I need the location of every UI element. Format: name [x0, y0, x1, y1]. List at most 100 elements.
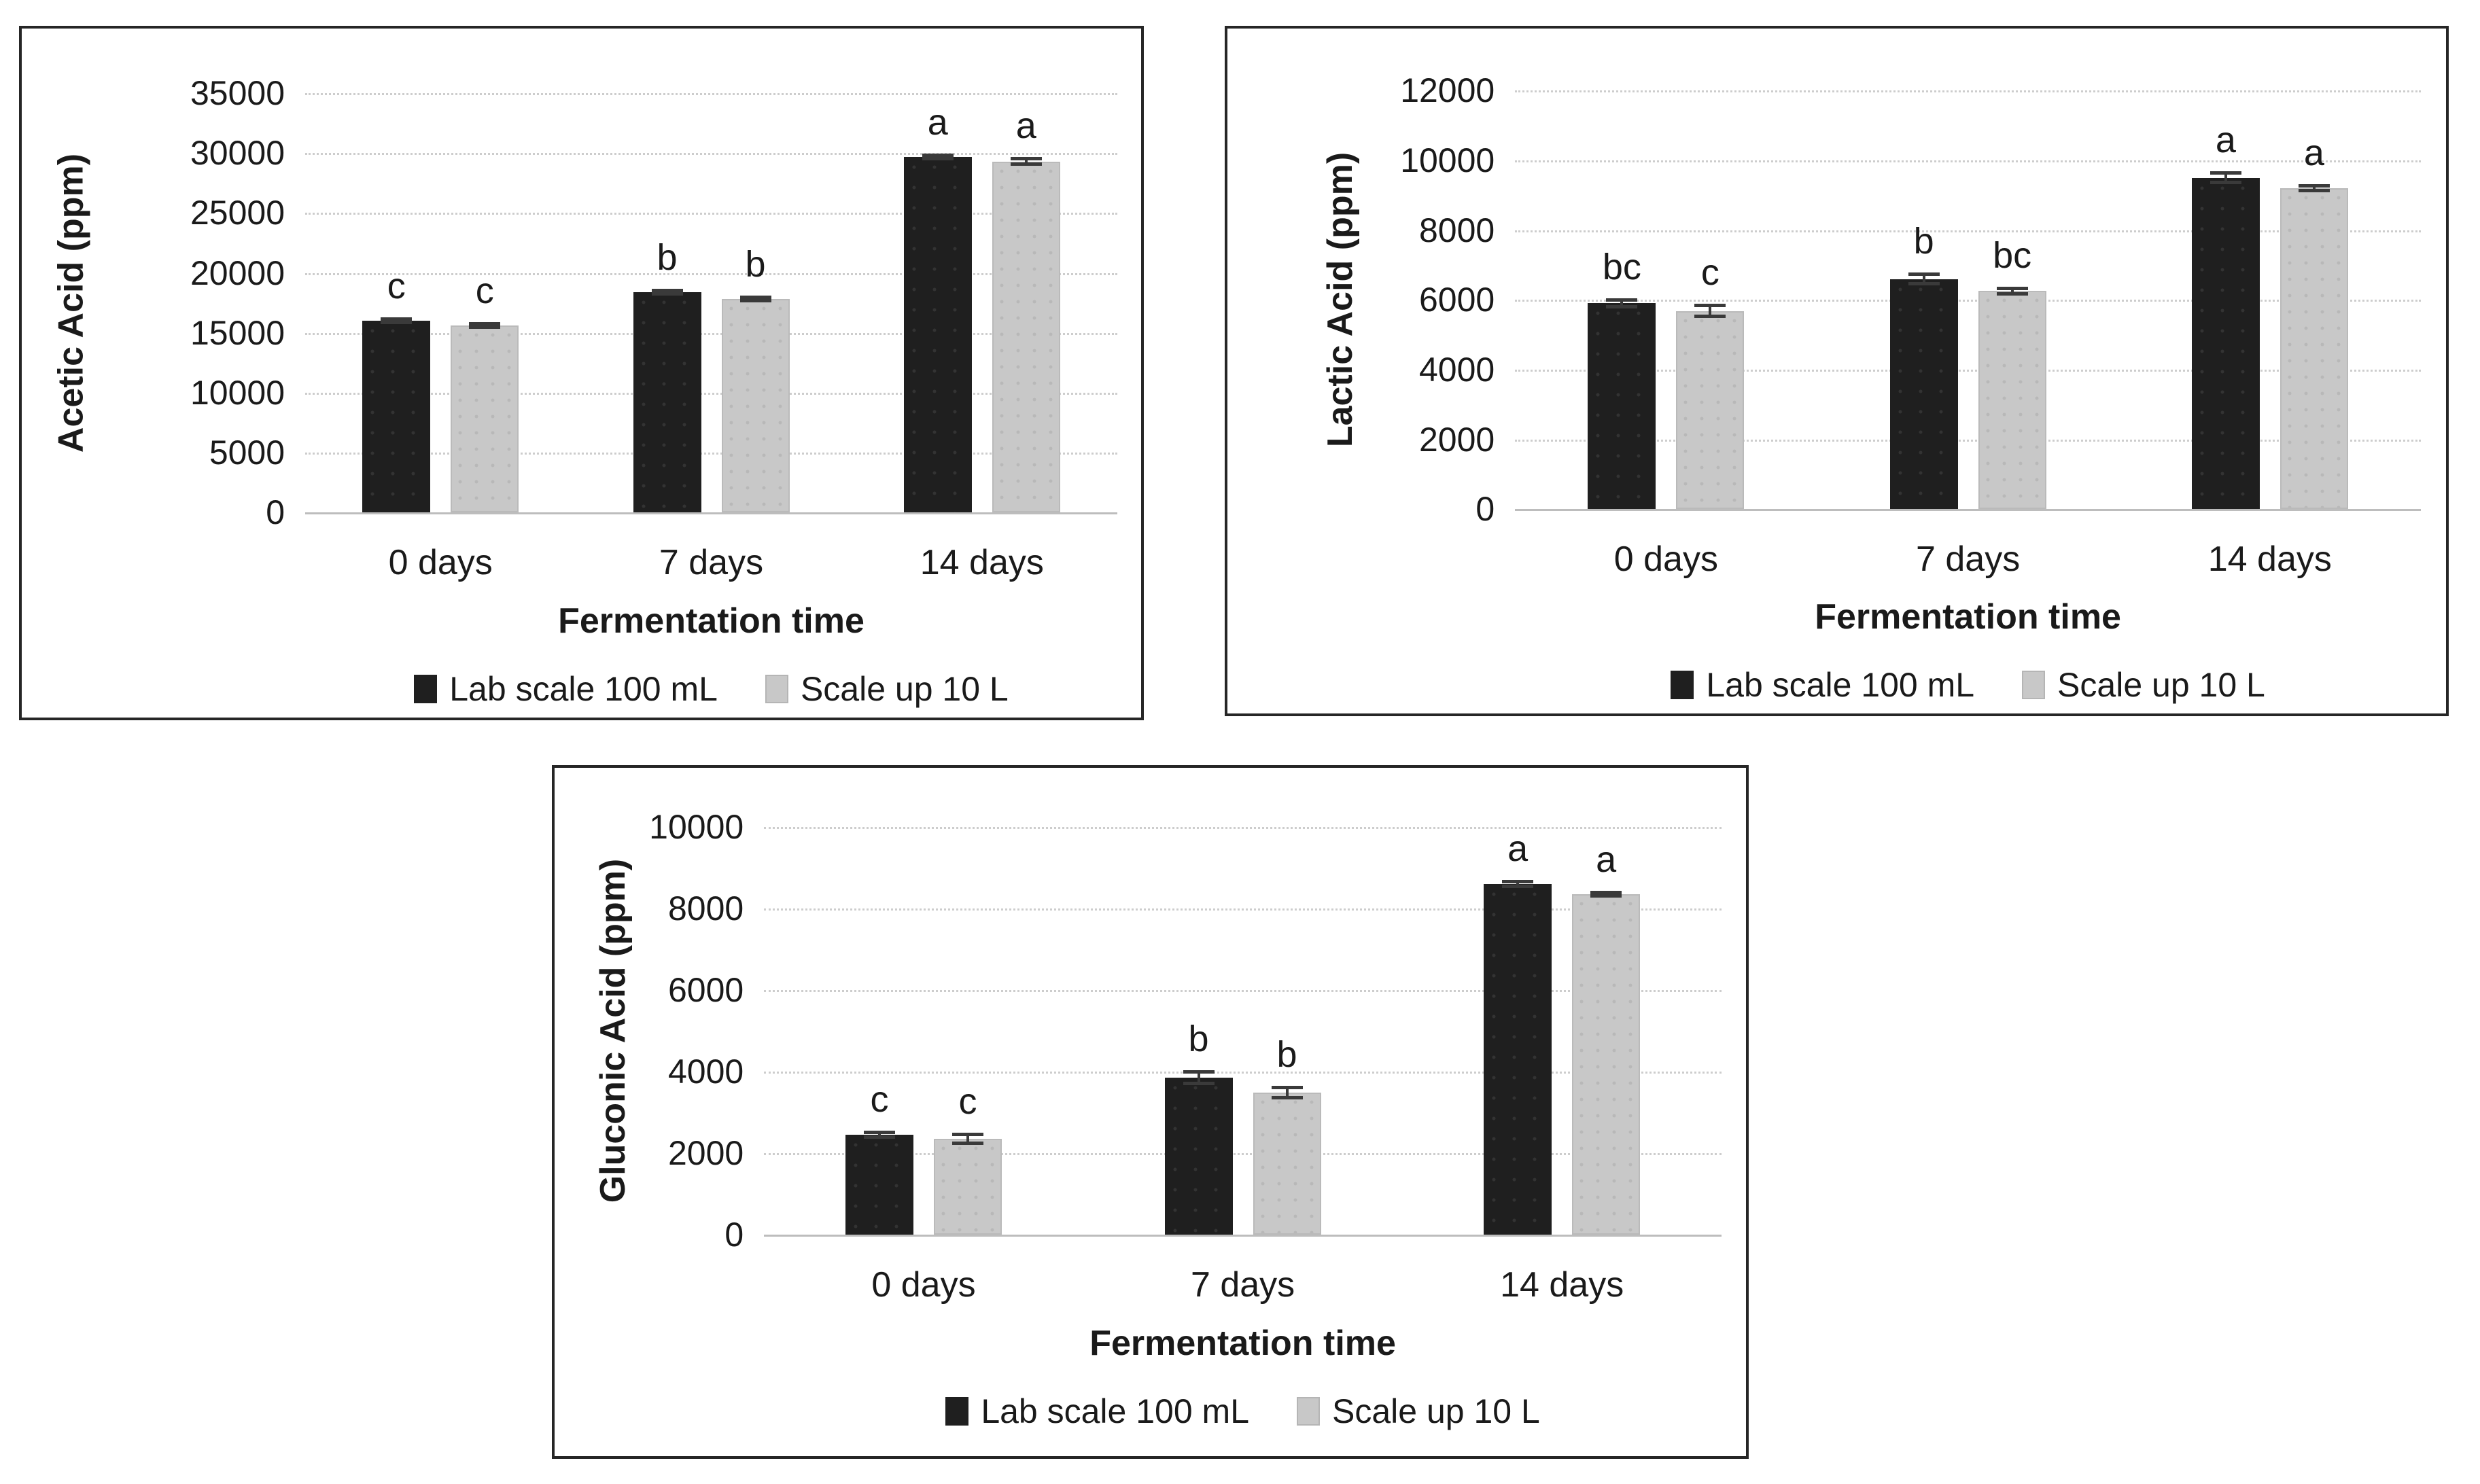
chart-panel-bottom-center: 0 2000 4000 6000 8000 10000 Gluconic Acid (ppm… — [552, 765, 1749, 1459]
x-axis-line — [764, 1235, 1722, 1237]
x-tick-label: 0 days — [1613, 540, 1718, 580]
legend-item: Scale up 10 L — [765, 669, 1009, 709]
x-tick-label: 0 days — [388, 543, 493, 583]
error-bar — [739, 296, 771, 303]
error-bar — [1271, 1086, 1303, 1100]
error-bar — [1606, 298, 1638, 309]
error-bar-part — [381, 321, 413, 325]
chart-legend: Lab scale 100 mL Scale up 10 L — [305, 669, 1117, 709]
bar-scale-up-10-l-14-days — [2280, 188, 2348, 510]
legend-item: Scale up 10 L — [2022, 665, 2265, 705]
error-bar — [1908, 272, 1940, 285]
significance-letter: b — [1913, 221, 1934, 262]
significance-letter: bc — [1602, 246, 1641, 287]
bar-scale-up-10-l-0-days — [451, 325, 519, 513]
legend-swatch-icon — [765, 675, 788, 704]
significance-letter: c — [958, 1081, 977, 1123]
bar-lab-scale-100-ml-0-days — [362, 321, 431, 513]
chart-panel-top-right: 0 2000 4000 6000 8000 10000 12000 Lactic Acid (… — [1225, 26, 2449, 716]
y-axis-title: Acetic Acid (ppm) — [52, 153, 91, 453]
legend-label: Lab scale 100 mL — [449, 670, 718, 709]
error-bar-part — [1694, 304, 1726, 308]
y-gridline — [305, 453, 1117, 455]
error-bar — [651, 288, 683, 296]
error-bar-part — [2298, 189, 2330, 193]
error-bar-part — [1908, 272, 1940, 277]
error-bar-part — [1996, 287, 2028, 291]
error-bar-part — [1908, 281, 1940, 285]
bar-lab-scale-100-ml-14-days — [1484, 883, 1552, 1235]
bar-scale-up-10-l-14-days — [1572, 894, 1641, 1235]
x-tick-label: 14 days — [920, 543, 1044, 583]
y-tick-label: 0 — [266, 493, 285, 532]
significance-letter: a — [1507, 828, 1529, 869]
error-bar-part — [863, 1135, 895, 1140]
significance-letter: a — [927, 101, 948, 143]
error-bar-part — [739, 299, 771, 303]
significance-letter: a — [2215, 120, 2236, 161]
error-bar-part — [877, 1131, 881, 1140]
bar-scale-up-10-l-14-days — [992, 161, 1060, 513]
x-tick-label: 7 days — [1190, 1265, 1295, 1305]
y-tick-label: 4000 — [667, 1052, 744, 1091]
significance-letter: c — [387, 266, 406, 307]
y-gridline — [1515, 369, 2421, 372]
bar-lab-scale-100-ml-7-days — [633, 292, 701, 513]
error-bar-part — [1183, 1070, 1215, 1074]
error-bar — [1996, 287, 2028, 296]
y-tick-label: 20000 — [190, 253, 285, 292]
significance-letter: c — [870, 1079, 889, 1120]
y-gridline — [1515, 300, 2421, 302]
bar-scale-up-10-l-7-days — [1253, 1093, 1321, 1235]
legend-label: Scale up 10 L — [1332, 1392, 1540, 1430]
significance-letter: b — [745, 244, 766, 285]
legend-swatch-icon — [945, 1396, 969, 1426]
y-tick-label: 6000 — [1419, 281, 1495, 319]
significance-letter: b — [1188, 1019, 1209, 1060]
x-axis-line — [305, 512, 1117, 515]
y-gridline — [305, 392, 1117, 395]
bar-lab-scale-100-ml-14-days — [903, 156, 972, 513]
x-axis-title: Fermentation time — [1089, 1323, 1396, 1363]
y-tick-label: 2000 — [1419, 420, 1495, 459]
significance-letter: a — [1015, 105, 1036, 147]
y-tick-label: 8000 — [1419, 211, 1495, 249]
y-tick-label: 15000 — [190, 313, 285, 352]
error-bar-part — [1516, 879, 1520, 888]
error-bar-part — [966, 1133, 969, 1146]
error-bar-part — [651, 288, 683, 292]
error-bar-part — [2010, 287, 2014, 296]
error-bar-part — [651, 292, 683, 296]
legend-label: Scale up 10 L — [800, 670, 1009, 709]
y-tick-label: 12000 — [1400, 71, 1495, 110]
legend-swatch-icon — [1671, 670, 1694, 699]
bar-scale-up-10-l-7-days — [721, 299, 790, 513]
y-gridline — [764, 1153, 1722, 1156]
bar-lab-scale-100-ml-7-days — [1889, 279, 1958, 510]
x-axis-title: Fermentation time — [558, 601, 864, 641]
chart-legend: Lab scale 100 mL Scale up 10 L — [1515, 665, 2421, 705]
x-tick-label: 14 days — [2207, 540, 2332, 580]
error-bar-part — [1996, 292, 2028, 296]
chart-legend: Lab scale 100 mL Scale up 10 L — [764, 1391, 1722, 1432]
y-tick-label: 0 — [1475, 490, 1495, 529]
error-bar-part — [1606, 298, 1638, 302]
y-axis-title: Lactic Acid (ppm) — [1321, 152, 1360, 448]
error-bar-part — [951, 1142, 983, 1146]
y-tick-label: 0 — [724, 1216, 744, 1254]
error-bar-part — [863, 1131, 895, 1135]
error-bar-part — [1606, 305, 1638, 309]
error-bar-part — [2298, 183, 2330, 188]
legend-swatch-icon — [1297, 1396, 1321, 1426]
error-bar-part — [1285, 1086, 1289, 1100]
error-bar — [1183, 1070, 1215, 1085]
legend-label: Lab scale 100 mL — [981, 1392, 1250, 1430]
legend-item: Scale up 10 L — [1297, 1391, 1540, 1432]
error-bar-part — [1922, 272, 1925, 285]
legend-swatch-icon — [2022, 670, 2046, 699]
bar-scale-up-10-l-0-days — [1676, 311, 1745, 510]
y-tick-label: 2000 — [667, 1134, 744, 1173]
legend-item: Lab scale 100 mL — [945, 1391, 1249, 1432]
legend-label: Scale up 10 L — [2057, 665, 2265, 704]
